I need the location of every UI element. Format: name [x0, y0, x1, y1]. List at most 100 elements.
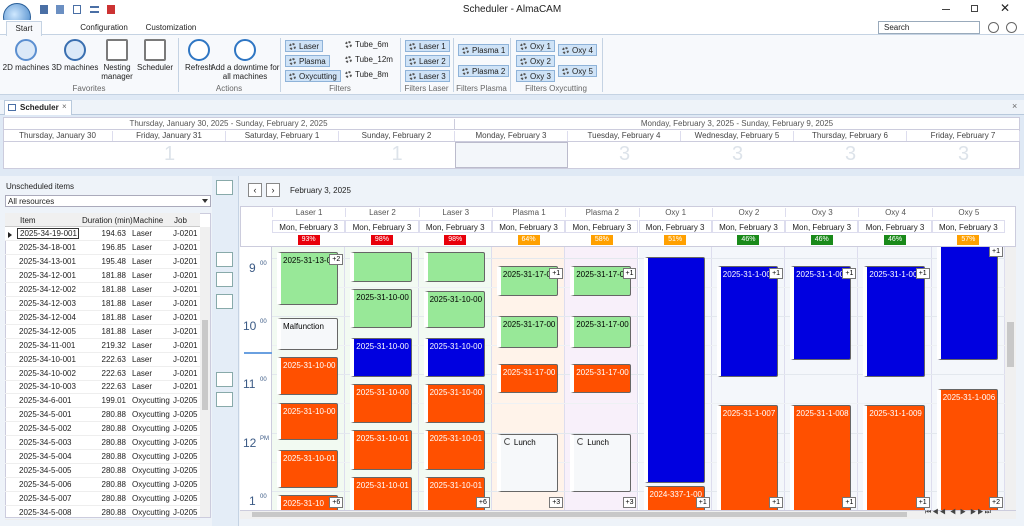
task-block[interactable]: 2025-31-1-009 [863, 405, 925, 510]
table-row[interactable]: 2025-34-11-001 219.32 Laser J-0201 [5, 339, 200, 353]
task-block[interactable]: 2025-31-10-01 [423, 477, 485, 510]
task-block[interactable] [423, 252, 485, 282]
table-row[interactable]: 2025-34-5-002 280.88 Oxycutting J-0205 [5, 422, 200, 437]
task-block[interactable]: 2025-31-1-008 [790, 405, 852, 510]
task-block[interactable]: 2025-31-17-00 [496, 316, 559, 348]
task-block[interactable]: 2025-31-1-005 [863, 266, 925, 377]
column-header[interactable]: Duration (min) [82, 216, 133, 225]
toolbar-button[interactable] [216, 272, 233, 287]
more-badge[interactable]: +1 [842, 268, 857, 279]
minimize-button[interactable] [942, 9, 950, 10]
ribbon-button-icon[interactable] [64, 39, 86, 61]
more-badge[interactable]: +1 [769, 497, 784, 508]
ribbon-button-icon[interactable] [106, 39, 128, 61]
filter-toggle[interactable]: Oxycutting [285, 70, 341, 82]
toolbar-button[interactable] [216, 294, 233, 309]
ribbon-tab[interactable]: Configuration [80, 23, 128, 32]
task-block[interactable]: Lunch [496, 434, 559, 492]
document-tab[interactable] [4, 100, 72, 115]
table-row[interactable]: 2025-34-6-001 199.01 Oxycutting J-0205 [5, 394, 200, 409]
ribbon-tab[interactable]: Customization [145, 23, 197, 32]
more-badge[interactable]: +2 [989, 497, 1003, 508]
ribbon-button-label[interactable]: 3D machines [51, 63, 99, 72]
task-block[interactable]: 2025-31-10-00 [277, 357, 339, 395]
table-row[interactable]: 2025-34-18-001 196.85 Laser J-0201 [5, 241, 200, 255]
table-row[interactable]: 2025-34-12-002 181.88 Laser J-0201 [5, 283, 200, 297]
more-badge[interactable]: +1 [695, 497, 710, 508]
more-badge[interactable]: +1 [622, 268, 637, 279]
filter-toggle[interactable]: Tube_8m [345, 70, 389, 79]
filter-toggle[interactable]: Plasma 2 [458, 65, 510, 77]
filter-toggle[interactable]: Laser [285, 40, 324, 52]
filter-toggle[interactable]: Laser 2 [405, 55, 450, 67]
previous-day-button[interactable]: ‹ [248, 183, 262, 197]
task-block[interactable]: Lunch [570, 434, 632, 492]
more-badge[interactable]: +3 [549, 497, 564, 508]
table-row[interactable]: 2025-34-5-006 280.88 Oxycutting J-0205 [5, 478, 200, 493]
table-row[interactable]: 2025-34-5-004 280.88 Oxycutting J-0205 [5, 450, 200, 465]
search-box[interactable] [878, 21, 980, 34]
pane-close[interactable]: × [1012, 101, 1018, 111]
visible-range[interactable] [455, 142, 568, 168]
task-block[interactable]: 2025-31-10-00 [423, 291, 485, 328]
filter-toggle[interactable]: Oxy 3 [516, 70, 555, 82]
filter-toggle[interactable]: Oxy 2 [516, 55, 555, 67]
toolbar-button[interactable] [216, 180, 233, 195]
more-badge[interactable]: +6 [475, 497, 490, 508]
task-block[interactable]: 2025-31-17-00 [570, 266, 632, 296]
task-block[interactable]: 2025-31-17-00 [570, 316, 632, 348]
filter-toggle[interactable]: Plasma [285, 55, 330, 67]
task-block[interactable]: 2025-31-17-00 [496, 266, 559, 296]
task-block[interactable]: 2025-31-10-00 [423, 338, 485, 377]
table-scroll-thumb[interactable] [202, 320, 208, 410]
more-badge[interactable]: +2 [329, 254, 344, 265]
filter-toggle[interactable]: Tube_12m [345, 55, 393, 64]
ribbon-button-label[interactable]: Refresh [184, 63, 213, 72]
task-block[interactable]: 2025-31-10-00 [350, 338, 412, 377]
ribbon-button-label[interactable]: Scheduler [136, 63, 174, 72]
more-badge[interactable]: +6 [329, 497, 344, 508]
restore-button[interactable] [971, 5, 978, 12]
task-block[interactable]: 2025-31-10-01 [350, 430, 412, 470]
table-row[interactable]: 2025-34-12-001 181.88 Laser J-0201 [5, 269, 200, 283]
close-button[interactable]: ✕ [1000, 1, 1011, 15]
table-row[interactable]: 2025-34-10-001 222.63 Laser J-0201 [5, 353, 200, 367]
task-block[interactable] [643, 257, 705, 483]
quick-icon[interactable] [90, 6, 99, 13]
navigator-buttons[interactable]: ⏮◀◀ ◀ ▶ ▶▶⏭ [925, 509, 992, 516]
task-block[interactable]: 2025-31-13-0 [277, 252, 339, 305]
filter-toggle[interactable]: Tube_6m [345, 40, 389, 49]
more-badge[interactable]: +1 [989, 247, 1003, 257]
task-block[interactable]: 2025-31-1-006 [936, 389, 998, 510]
task-block[interactable]: 2025-31-10-00 [277, 403, 339, 440]
ribbon-button-label[interactable]: Add a downtime for all machines [210, 63, 280, 81]
quick-icon[interactable] [107, 5, 115, 14]
table-row[interactable]: 2025-34-12-005 181.88 Laser J-0201 [5, 325, 200, 339]
vertical-scroll-thumb[interactable] [1007, 322, 1014, 367]
filter-toggle[interactable]: Oxy 1 [516, 40, 555, 52]
vertical-scrollbar[interactable] [1005, 247, 1016, 510]
ribbon-button-icon[interactable] [234, 39, 256, 61]
table-row[interactable]: 2025-34-12-003 181.88 Laser J-0201 [5, 297, 200, 311]
ribbon-button-icon[interactable] [144, 39, 166, 61]
table-row[interactable]: 2025-34-5-001 280.88 Oxycutting J-0205 [5, 408, 200, 423]
more-badge[interactable]: +3 [622, 497, 637, 508]
filter-toggle[interactable]: Oxy 5 [558, 65, 597, 77]
table-row[interactable]: 2025-34-10-002 222.63 Laser J-0201 [5, 367, 200, 381]
toolbar-button[interactable] [216, 252, 233, 267]
horizontal-scroll-thumb[interactable] [252, 512, 907, 517]
task-block[interactable]: 2025-31-10-00 [423, 384, 485, 423]
task-block[interactable]: 2025-31-10-00 [350, 289, 412, 328]
filter-toggle[interactable]: Oxy 4 [558, 44, 597, 56]
table-row[interactable]: 2025-34-5-007 280.88 Oxycutting J-0205 [5, 492, 200, 507]
table-row[interactable]: 2025-34-19-001 194.63 Laser J-0201 [5, 227, 200, 241]
more-badge[interactable]: +1 [549, 268, 564, 279]
column-header[interactable]: Item [20, 216, 36, 225]
more-badge[interactable]: +1 [915, 497, 930, 508]
task-block[interactable]: 2025-31-1-003 [716, 266, 779, 377]
next-day-button[interactable]: › [266, 183, 280, 197]
ribbon-button-icon[interactable] [15, 39, 37, 61]
task-block[interactable]: 2025-31-10-01 [277, 450, 339, 488]
table-row[interactable]: 2025-34-13-001 195.48 Laser J-0201 [5, 255, 200, 269]
table-row[interactable]: 2025-34-5-005 280.88 Oxycutting J-0205 [5, 464, 200, 479]
